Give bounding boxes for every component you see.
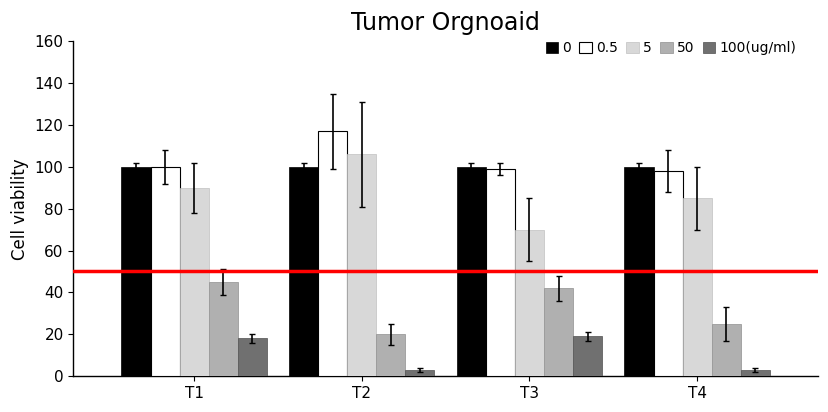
Bar — [456, 167, 485, 376]
Legend: 0, 0.5, 5, 50, 100(ug/ml): 0, 0.5, 5, 50, 100(ug/ml) — [545, 42, 795, 56]
Bar — [405, 370, 434, 376]
Bar — [238, 339, 267, 376]
Bar — [710, 324, 740, 376]
Bar — [572, 336, 601, 376]
Y-axis label: Cell viability: Cell viability — [11, 158, 29, 260]
Bar — [289, 167, 318, 376]
Bar — [623, 167, 652, 376]
Bar — [485, 169, 514, 376]
Bar — [514, 229, 543, 376]
Bar — [318, 131, 347, 376]
Bar — [376, 334, 405, 376]
Bar — [180, 188, 209, 376]
Bar — [652, 171, 681, 376]
Bar — [681, 198, 710, 376]
Bar — [543, 288, 572, 376]
Bar — [151, 167, 180, 376]
Title: Tumor Orgnoaid: Tumor Orgnoaid — [351, 11, 539, 35]
Bar — [122, 167, 151, 376]
Bar — [209, 282, 238, 376]
Bar — [347, 154, 376, 376]
Bar — [740, 370, 769, 376]
